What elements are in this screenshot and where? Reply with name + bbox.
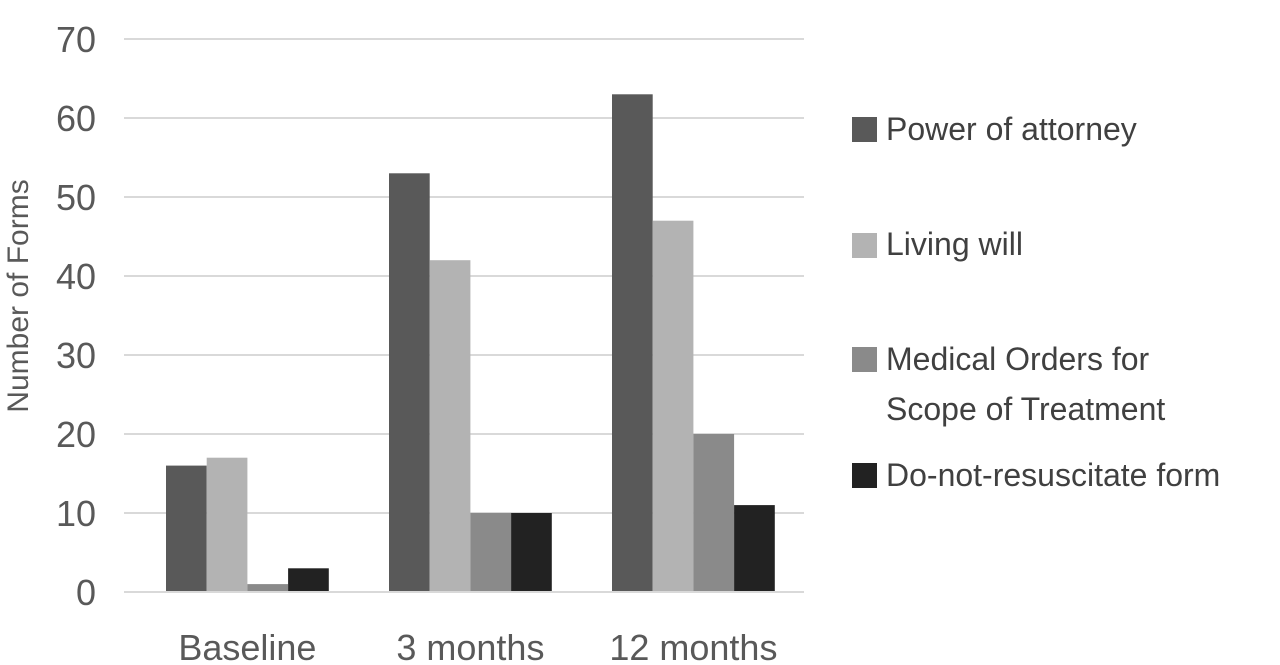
x-tick-label: Baseline — [178, 627, 316, 665]
legend-label: Living will — [886, 226, 1023, 262]
legend-item: Power of attorney — [852, 111, 1137, 147]
bars — [166, 94, 775, 593]
y-tick-label: 40 — [56, 256, 96, 297]
y-tick-label: 70 — [56, 19, 96, 60]
y-tick-label: 10 — [56, 493, 96, 534]
bar — [288, 568, 329, 592]
legend-item: Medical Orders for Scope of Treatment — [852, 341, 1165, 427]
bar — [612, 94, 653, 593]
legend-label: Power of attorney — [886, 111, 1137, 147]
legend-swatch — [852, 233, 877, 258]
bar — [734, 505, 775, 592]
bar — [511, 513, 552, 592]
y-tick-label: 0 — [76, 572, 96, 613]
legend-swatch — [852, 347, 877, 372]
legend-item: Living will — [852, 226, 1023, 262]
x-axis-tick-labels: Baseline 3 months 12 months — [178, 627, 777, 665]
y-tick-label: 30 — [56, 335, 96, 376]
bar — [166, 465, 207, 592]
bar — [470, 513, 512, 592]
legend-label: Scope of Treatment — [886, 391, 1165, 427]
bar — [652, 220, 694, 592]
bar — [389, 173, 430, 593]
x-tick-label: 3 months — [396, 627, 544, 665]
bar — [206, 457, 248, 592]
legend-swatch — [852, 463, 877, 488]
legend-label: Medical Orders for — [886, 341, 1150, 377]
y-axis-title: Number of Forms — [2, 179, 35, 412]
bar — [429, 260, 471, 592]
bar — [247, 584, 289, 592]
y-tick-label: 60 — [56, 98, 96, 139]
bar — [693, 434, 735, 592]
y-tick-label: 20 — [56, 414, 96, 455]
legend: Power of attorney Living will Medical Orde… — [852, 111, 1220, 493]
x-tick-label: 12 months — [609, 627, 777, 665]
y-tick-label: 50 — [56, 177, 96, 218]
legend-swatch — [852, 117, 877, 142]
legend-label: Do-not-resuscitate form — [886, 457, 1220, 493]
legend-item: Do-not-resuscitate form — [852, 457, 1220, 493]
y-axis-tick-labels: 0 10 20 30 40 50 60 70 — [56, 19, 96, 613]
